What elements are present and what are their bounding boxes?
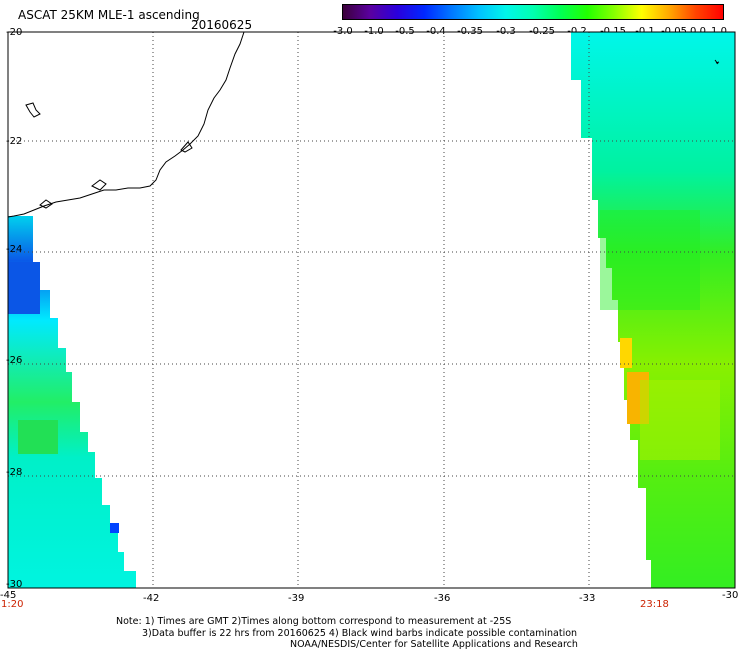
map-date: 20160625 bbox=[191, 18, 253, 32]
lat-label: -22 bbox=[6, 136, 23, 147]
lon-label: -45 bbox=[0, 590, 17, 601]
note-line-1: Note: 1) Times are GMT 2)Times along bot… bbox=[116, 616, 512, 627]
lat-label: -20 bbox=[6, 27, 23, 38]
lat-label: -30 bbox=[6, 579, 23, 590]
island-outline bbox=[25, 102, 41, 118]
lon-label: -36 bbox=[434, 593, 451, 604]
map-grid bbox=[8, 32, 735, 588]
lon-label: -39 bbox=[288, 593, 305, 604]
map-frame bbox=[7, 31, 736, 589]
lon-label: -33 bbox=[579, 593, 596, 604]
note-line-3: NOAA/NESDIS/Center for Satellite Applica… bbox=[290, 639, 578, 650]
swath-right bbox=[571, 32, 735, 588]
lon-label: -42 bbox=[143, 593, 160, 604]
map-title: ASCAT 25KM MLE-1 ascending bbox=[18, 8, 200, 22]
island-outline bbox=[91, 179, 107, 191]
wind-barb-icon bbox=[714, 59, 720, 65]
swath-left bbox=[8, 216, 136, 588]
lat-label: -28 bbox=[6, 467, 23, 478]
lat-label: -26 bbox=[6, 355, 23, 366]
lon-label: -30 bbox=[722, 590, 739, 601]
time-label-right: 23:18 bbox=[640, 599, 669, 610]
lat-label: -24 bbox=[6, 244, 23, 255]
island-outline bbox=[39, 199, 53, 209]
coastline bbox=[7, 31, 245, 218]
colorbar bbox=[342, 4, 724, 20]
bay-outline bbox=[180, 141, 193, 153]
note-line-2: 3)Data buffer is 22 hrs from 20160625 4)… bbox=[142, 628, 578, 639]
time-label-left: 1:20 bbox=[1, 599, 24, 610]
